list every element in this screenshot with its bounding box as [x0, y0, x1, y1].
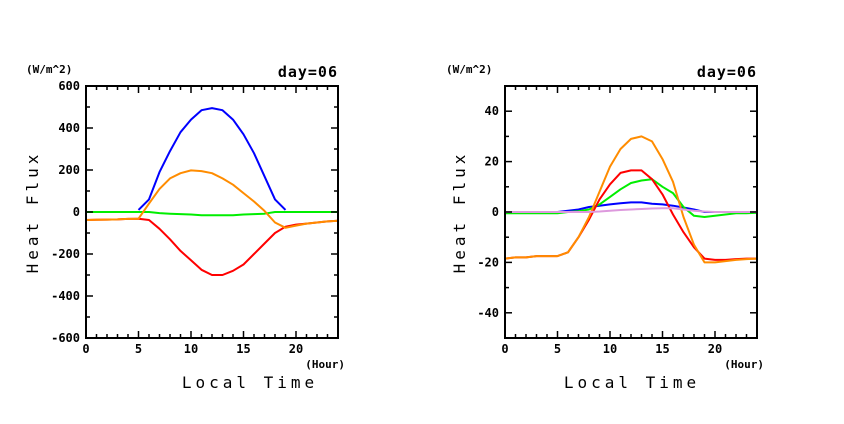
y-tick-label: 200: [58, 163, 80, 177]
y-tick-label: -200: [51, 247, 80, 261]
x-tick-label: 0: [501, 342, 508, 356]
x-tick-label: 15: [236, 342, 250, 356]
y-tick-label: 20: [485, 155, 499, 169]
series-line-orange: [85, 169, 339, 229]
right-heat-flux-chart: (W/m^2) day=06 Local Time (Hour) Heat Fl…: [446, 63, 764, 392]
x-unit-label: (Hour): [724, 358, 764, 371]
y-unit-label: (W/m^2): [26, 63, 72, 76]
y-axis-label: Heat Flux: [23, 151, 42, 274]
x-tick-label: 20: [708, 342, 722, 356]
x-tick-label: 5: [554, 342, 561, 356]
y-unit-label: (W/m^2): [446, 63, 492, 76]
series-line-green: [86, 211, 338, 217]
y-tick-label: -20: [477, 255, 499, 269]
x-axis-label: Local Time: [182, 373, 318, 392]
series-line-pink: [505, 207, 757, 213]
y-tick-label: 0: [73, 205, 80, 219]
y-tick-label: -400: [51, 289, 80, 303]
y-tick-label: 600: [58, 79, 80, 93]
y-tick-label: 0: [492, 205, 499, 219]
series-group: [504, 135, 758, 264]
x-tick-label: 0: [82, 342, 89, 356]
x-tick-label: 15: [655, 342, 669, 356]
series-line-blue: [137, 107, 287, 211]
series-line-green: [505, 178, 758, 218]
series-group: [85, 107, 339, 276]
x-axis-label: Local Time: [564, 373, 700, 392]
chart-title: day=06: [697, 63, 757, 81]
series-line-red: [85, 217, 339, 276]
x-unit-label: (Hour): [305, 358, 345, 371]
y-tick-label: 400: [58, 121, 80, 135]
y-tick-label: -600: [51, 331, 80, 345]
y-tick-label: -40: [477, 306, 499, 320]
x-tick-label: 5: [135, 342, 142, 356]
left-heat-flux-chart: (W/m^2) day=06 Local Time (Hour) Heat Fl…: [23, 63, 345, 392]
y-tick-label: 40: [485, 104, 499, 118]
series-line-blue: [505, 201, 757, 213]
chart-title: day=06: [278, 63, 338, 81]
x-tick-label: 20: [289, 342, 303, 356]
y-axis-label: Heat Flux: [450, 151, 469, 274]
x-tick-label: 10: [603, 342, 617, 356]
x-tick-label: 10: [184, 342, 198, 356]
series-line-orange: [504, 135, 758, 264]
